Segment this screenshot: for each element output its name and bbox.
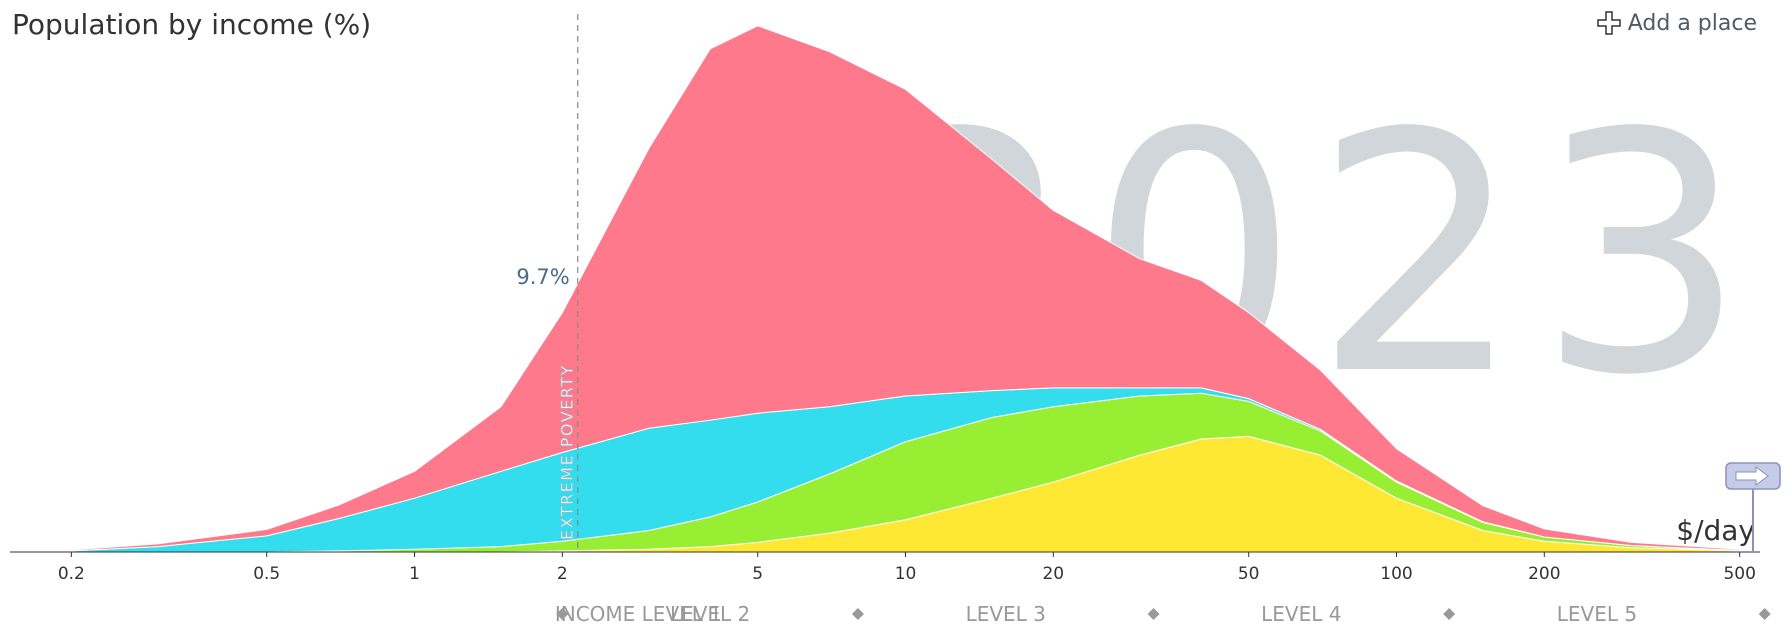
unit-label: $/day [1676,514,1755,547]
level-divider-diamond [1147,608,1160,620]
x-axis-ticks: 0.2 0.5 1 2 5 10 20 50 100 200 500 [58,552,1756,584]
x-tick-label: 1 [409,564,420,584]
level-divider-diamond [1443,608,1456,620]
income-level-label: INCOME LEVEL 1 [555,602,722,626]
poverty-percent-label: 9.7% [516,265,569,289]
plus-icon [1597,11,1621,35]
x-tick-label: 50 [1238,564,1260,584]
area-layer [9,25,1761,553]
extreme-poverty-label: EXTREME POVERTY [558,364,577,540]
x-tick-label: 100 [1380,564,1412,584]
arrow-right-icon [1735,466,1769,486]
level-divider-diamond [851,608,864,620]
time-slider-handle[interactable] [1725,462,1781,552]
income-level-label: LEVEL 5 [1557,602,1637,626]
x-tick-label: 20 [1042,564,1064,584]
income-level-label: LEVEL 2 [670,602,750,626]
chart-title: Population by income (%) [12,8,372,41]
x-tick-label: 5 [752,564,763,584]
level-divider-diamond [1758,608,1771,620]
add-place-button[interactable]: Add a place [1596,10,1757,36]
x-tick-label: 0.5 [253,564,280,584]
x-tick-label: 10 [895,564,917,584]
x-tick-label: 0.2 [58,564,85,584]
add-place-label: Add a place [1627,10,1757,36]
x-tick-label: 200 [1528,564,1560,584]
x-tick-label: 2 [557,564,568,584]
level-divider-diamond [556,608,569,620]
x-tick-label: 500 [1723,564,1755,584]
income-level-label: LEVEL 3 [966,602,1046,626]
income-level-label: LEVEL 4 [1261,602,1341,626]
